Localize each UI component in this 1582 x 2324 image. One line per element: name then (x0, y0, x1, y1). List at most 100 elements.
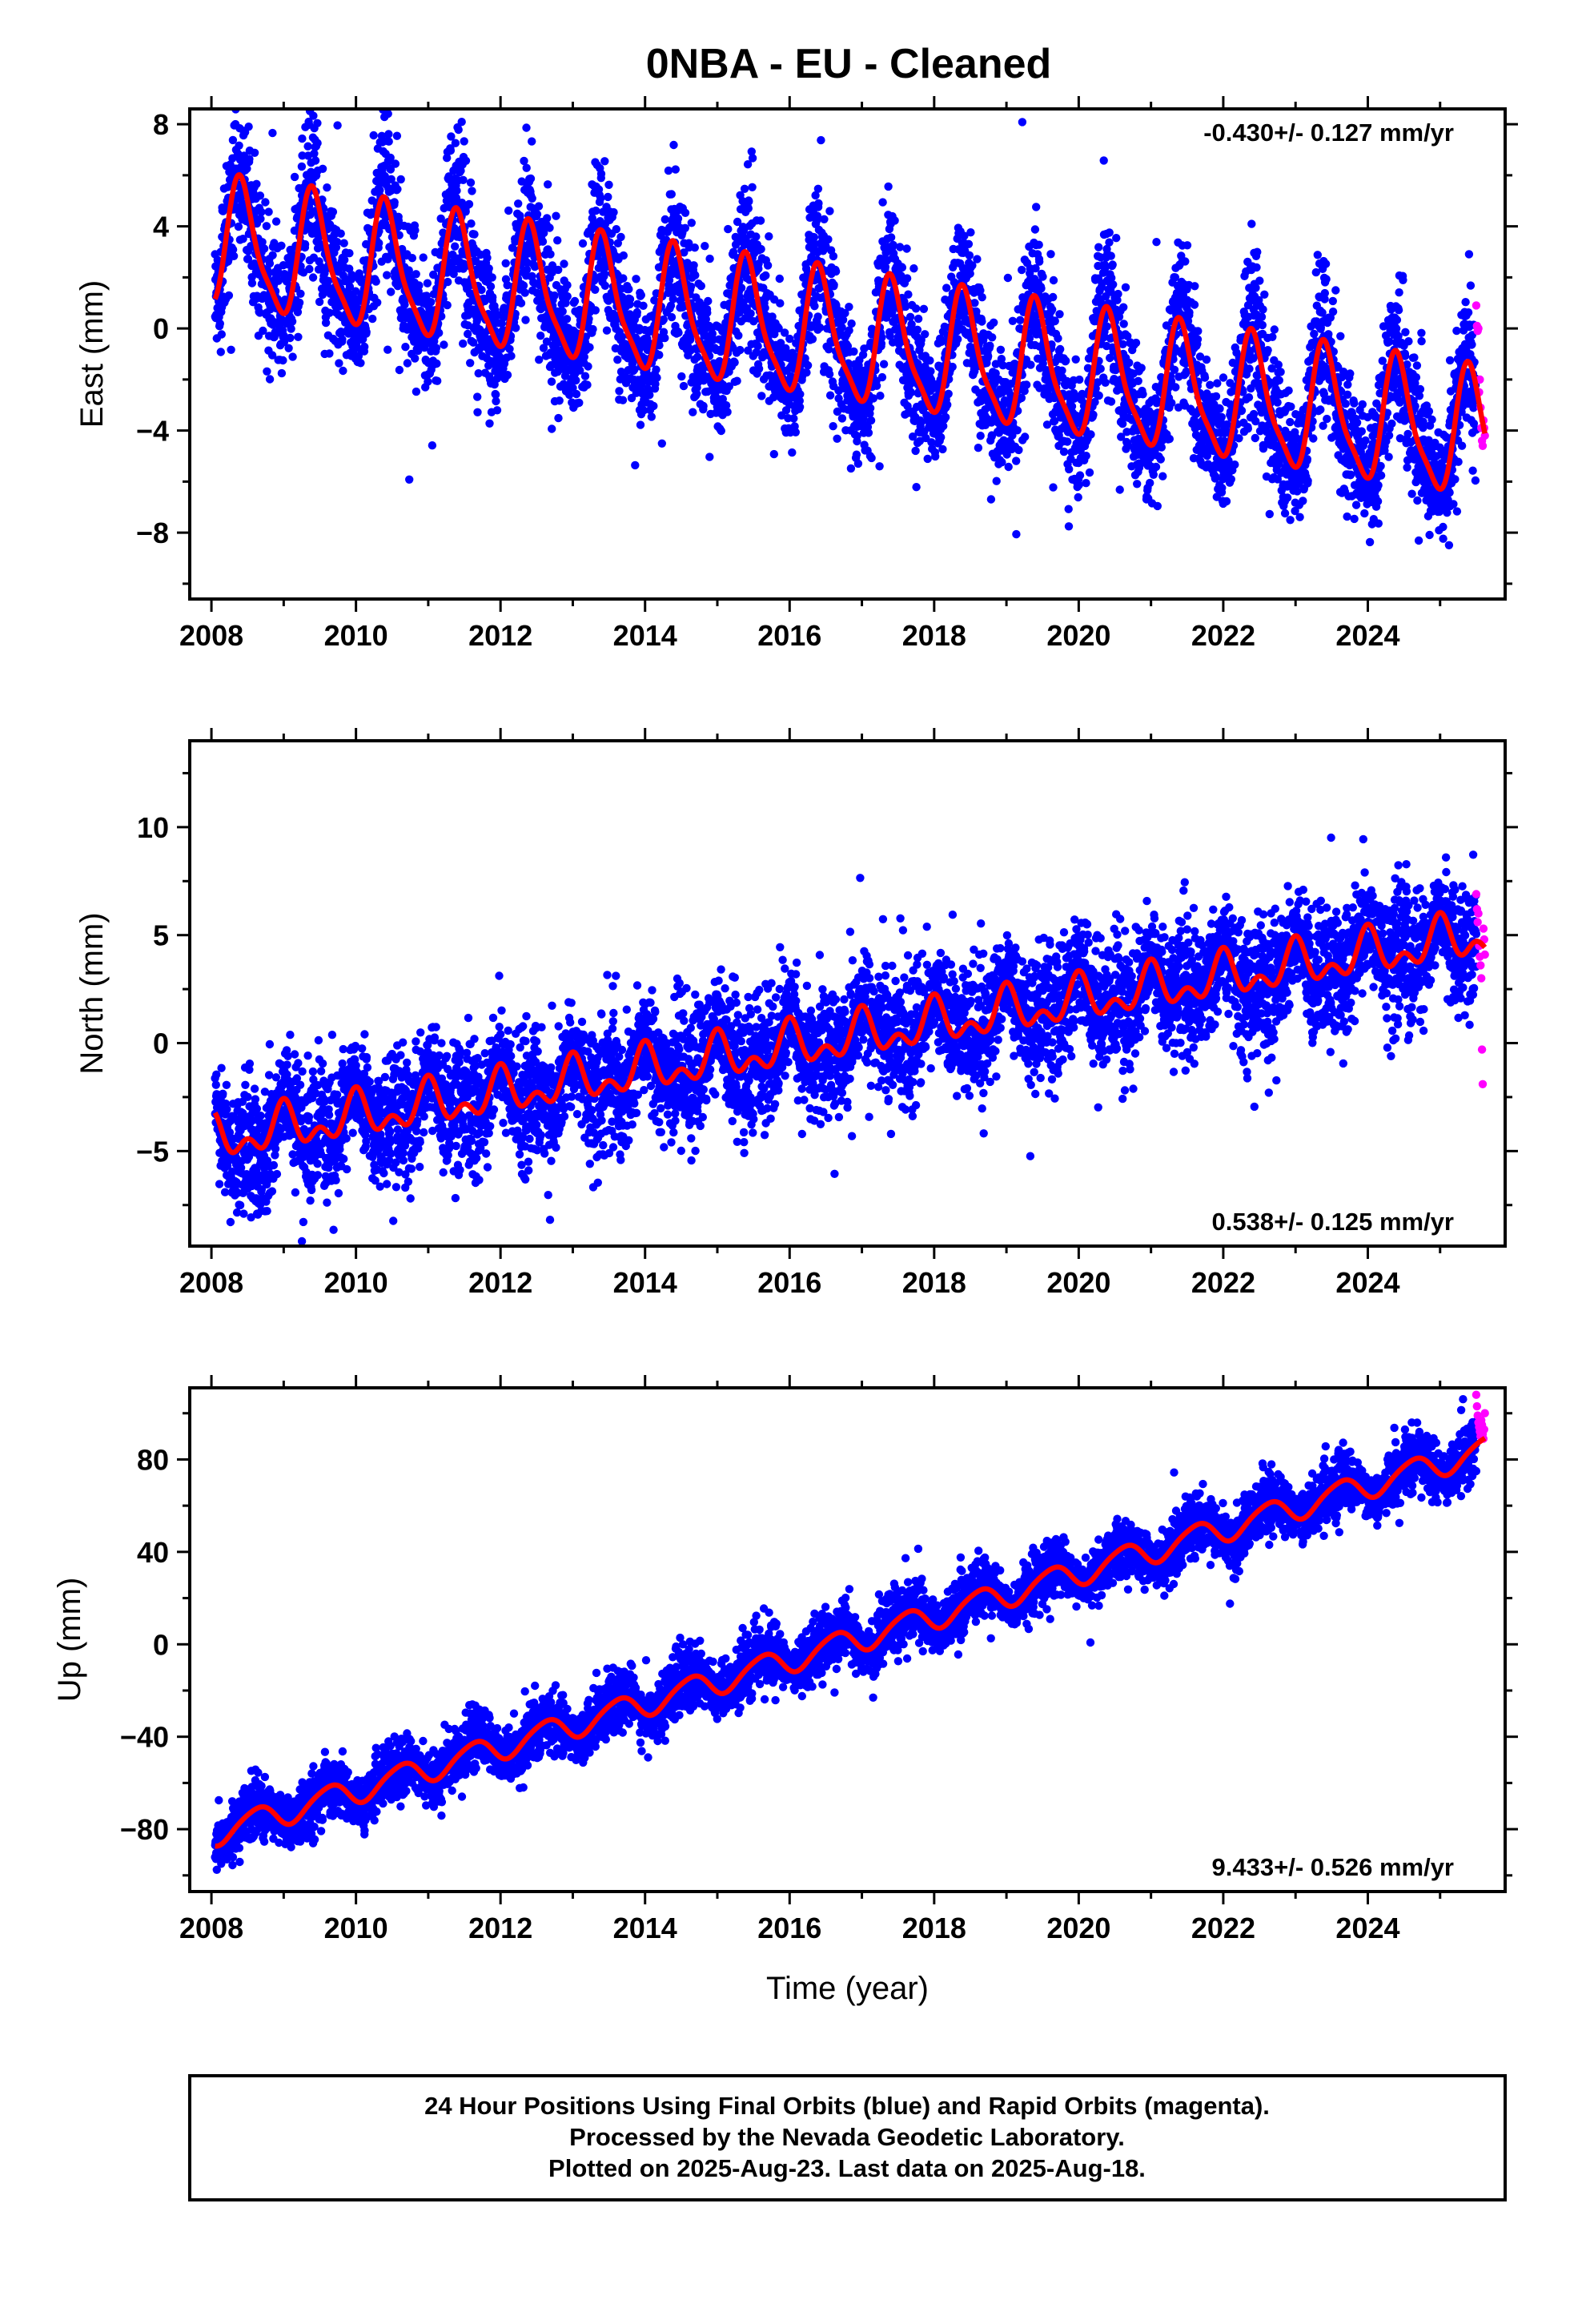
final-orbit-point (384, 130, 393, 139)
final-orbit-point (239, 74, 247, 82)
final-orbit-point (538, 237, 548, 246)
final-orbit-point (976, 432, 985, 440)
final-orbit-point (717, 426, 725, 436)
final-orbit-point (383, 345, 392, 354)
final-orbit-point (565, 390, 574, 400)
final-orbit-point (1054, 334, 1062, 343)
final-orbit-point (459, 175, 468, 184)
final-orbit-point (383, 109, 392, 119)
final-orbit-point (335, 359, 343, 368)
final-orbit-point (415, 281, 424, 290)
final-orbit-point (705, 452, 714, 461)
final-orbit-point (303, 142, 312, 151)
final-orbit-point (295, 298, 304, 308)
final-orbit-point (664, 166, 673, 175)
final-orbit-point (544, 180, 552, 189)
final-orbit-point (257, 207, 266, 216)
final-orbit-point (690, 243, 699, 252)
final-orbit-point (505, 344, 514, 353)
final-orbit-point (1063, 437, 1072, 446)
final-orbit-point (1114, 289, 1122, 299)
final-orbit-point (1137, 364, 1146, 372)
final-orbit-point (795, 403, 805, 412)
final-orbit-point (467, 219, 476, 228)
final-orbit-point (1018, 118, 1027, 127)
final-orbit-point (645, 391, 654, 400)
final-orbit-point (280, 270, 289, 279)
final-orbit-point (408, 254, 417, 263)
final-orbit-point (1048, 305, 1057, 314)
final-orbit-point (575, 398, 584, 408)
final-orbit-point (681, 223, 689, 232)
final-orbit-point (701, 242, 709, 251)
final-orbit-point (396, 175, 405, 184)
final-orbit-point (837, 323, 846, 332)
final-orbit-point (373, 298, 382, 307)
final-orbit-point (444, 172, 453, 181)
final-orbit-point (474, 369, 483, 378)
final-orbit-point (1012, 456, 1021, 465)
final-orbit-point (948, 362, 957, 372)
final-orbit-point (321, 318, 331, 328)
final-orbit-point (1121, 283, 1130, 292)
final-orbit-point (825, 370, 834, 379)
final-orbit-point (591, 306, 600, 315)
final-orbit-point (553, 236, 562, 245)
final-orbit-point (297, 162, 307, 171)
final-orbit-point (469, 338, 478, 347)
final-orbit-point (338, 335, 347, 344)
final-orbit-point (596, 169, 606, 179)
final-orbit-point (815, 323, 825, 332)
final-orbit-point (1085, 468, 1094, 477)
final-orbit-point (412, 270, 420, 279)
final-orbit-point (1194, 327, 1203, 336)
final-orbit-point (996, 345, 1006, 354)
final-orbit-point (911, 304, 921, 313)
final-orbit-point (423, 279, 432, 287)
final-orbit-point (1050, 316, 1059, 326)
final-orbit-point (563, 280, 572, 290)
final-orbit-point (224, 291, 234, 300)
final-orbit-point (671, 165, 680, 174)
final-orbit-point (308, 85, 316, 93)
final-orbit-point (669, 140, 678, 150)
final-orbit-point (284, 344, 293, 352)
final-orbit-point (829, 280, 838, 289)
final-orbit-point (279, 338, 289, 347)
final-orbit-point (1086, 430, 1095, 439)
plot-area (211, 74, 1489, 549)
final-orbit-point (461, 156, 471, 165)
final-orbit-point (428, 441, 437, 450)
final-orbit-point (745, 197, 753, 206)
final-orbit-point (440, 340, 448, 349)
final-orbit-point (1021, 432, 1030, 441)
final-orbit-point (1049, 483, 1058, 492)
final-orbit-point (345, 282, 355, 292)
final-orbit-point (902, 274, 912, 283)
final-orbit-point (362, 328, 371, 336)
final-orbit-point (1071, 355, 1080, 364)
final-orbit-point (252, 179, 261, 188)
final-orbit-point (457, 118, 466, 127)
final-orbit-point (864, 428, 873, 437)
final-orbit-point (697, 281, 705, 291)
final-orbit-point (1131, 338, 1141, 348)
final-orbit-point (775, 274, 784, 283)
final-orbit-point (336, 229, 345, 238)
final-orbit-point (698, 364, 708, 373)
final-orbit-point (263, 367, 271, 376)
final-orbit-point (245, 155, 254, 163)
final-orbit-point (911, 446, 920, 456)
final-orbit-point (890, 216, 899, 225)
final-orbit-point (1074, 480, 1083, 489)
final-orbit-point (313, 139, 322, 147)
final-orbit-point (847, 319, 856, 328)
final-orbit-point (287, 317, 297, 326)
final-orbit-point (311, 156, 320, 165)
final-orbit-point (705, 254, 714, 263)
final-orbit-point (681, 208, 690, 217)
final-orbit-point (576, 366, 584, 375)
final-orbit-point (1185, 308, 1194, 317)
final-orbit-point (309, 111, 318, 120)
final-orbit-point (636, 420, 645, 429)
